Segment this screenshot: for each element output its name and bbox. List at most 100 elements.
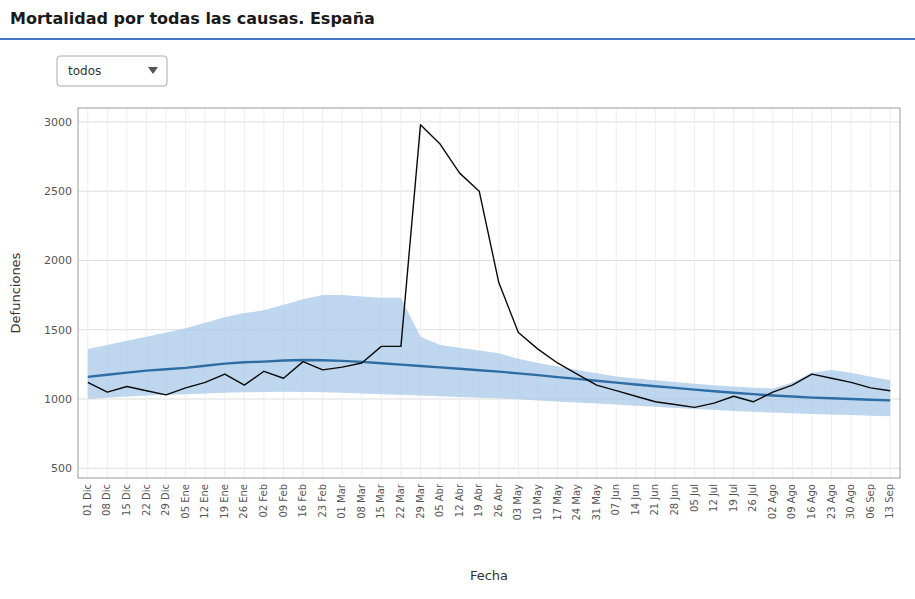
- line: [88, 125, 890, 408]
- x-grid-line: [87, 108, 88, 478]
- x-grid-line: [557, 108, 558, 478]
- x-tick-label: 29 Mar: [415, 483, 426, 519]
- x-grid-line: [107, 108, 108, 478]
- x-tick-label: 15 Mar: [375, 483, 386, 519]
- x-tick-label: 19 Jul: [728, 484, 739, 512]
- confidence-band: [88, 295, 890, 416]
- y-axis-label: Defunciones: [8, 252, 23, 333]
- x-tick-label: 12 Ene: [199, 484, 210, 519]
- x-tick-label: 23 Feb: [317, 484, 328, 518]
- y-tick-label: 500: [51, 462, 72, 475]
- x-tick-label: 21 Jun: [649, 484, 660, 516]
- x-grid-line: [753, 108, 754, 478]
- y-tick-label: 2000: [44, 254, 72, 267]
- title: Mortalidad por todas las causas. España: [10, 9, 375, 28]
- x-grid-line: [851, 108, 852, 478]
- line: [88, 360, 890, 400]
- chart: Mortalidad por todas las causas. España t…: [0, 0, 915, 599]
- x-axis: 01 Dic 08 Dic 15 Dic 22 Dic 29 Dic 05 Ene 12 E…: [82, 483, 895, 520]
- x-grid-line: [870, 108, 871, 478]
- x-tick-label: 09 Ago: [786, 484, 797, 519]
- x-grid-line: [577, 108, 578, 478]
- x-tick-label: 01 Dic: [82, 484, 93, 516]
- x-tick-label: 26 Ene: [238, 484, 249, 519]
- x-grid-line: [635, 108, 636, 478]
- x-tick-label: 23 Ago: [826, 484, 837, 519]
- y-grid-line: [78, 468, 900, 469]
- x-tick-label: 05 Ene: [180, 484, 191, 519]
- x-tick-label: 08 Dic: [101, 484, 112, 516]
- x-grid-line: [537, 108, 538, 478]
- x-grid-line: [185, 108, 186, 478]
- x-tick-label: 15 Dic: [121, 484, 132, 516]
- x-grid-line: [831, 108, 832, 478]
- x-tick-label: 30 Ago: [845, 484, 856, 519]
- title-separator: [0, 38, 915, 40]
- x-tick-label: 22 Mar: [395, 483, 406, 519]
- y-tick-label: 1000: [44, 393, 72, 406]
- x-grid-line: [674, 108, 675, 478]
- x-grid-line: [792, 108, 793, 478]
- x-axis-label: Fecha: [470, 568, 508, 583]
- x-tick-label: 06 Sep: [865, 484, 876, 519]
- x-grid-line: [440, 108, 441, 478]
- x-grid-line: [890, 108, 891, 478]
- plot-frame: [78, 108, 900, 478]
- dropdown-box: [57, 56, 167, 86]
- x-grid-line: [655, 108, 656, 478]
- x-tick-label: 16 Feb: [297, 484, 308, 518]
- x-tick-label: 05 Jul: [689, 484, 700, 512]
- x-grid-line: [361, 108, 362, 478]
- x-grid-line: [400, 108, 401, 478]
- x-grid-line: [714, 108, 715, 478]
- x-tick-label: 03 May: [512, 484, 523, 521]
- x-grid-line: [381, 108, 382, 478]
- x-grid-line: [694, 108, 695, 478]
- x-tick-label: 24 May: [571, 484, 582, 521]
- x-tick-label: 19 Abr: [473, 483, 484, 517]
- x-tick-label: 10 May: [532, 484, 543, 521]
- y-tick-label: 2500: [44, 185, 72, 198]
- x-tick-label: 12 Abr: [454, 483, 465, 517]
- grid: [78, 108, 900, 478]
- x-grid-line: [518, 108, 519, 478]
- x-tick-label: 09 Feb: [278, 484, 289, 518]
- x-grid-line: [244, 108, 245, 478]
- x-grid-line: [498, 108, 499, 478]
- x-grid-line: [224, 108, 225, 478]
- x-grid-line: [146, 108, 147, 478]
- x-tick-label: 07 Jun: [610, 484, 621, 516]
- x-grid-line: [283, 108, 284, 478]
- x-tick-label: 13 Sep: [884, 484, 895, 519]
- x-tick-label: 28 Jun: [669, 484, 680, 516]
- x-tick-label: 02 Feb: [258, 484, 269, 518]
- x-tick-label: 29 Dic: [160, 484, 171, 516]
- x-grid-line: [342, 108, 343, 478]
- x-tick-label: 01 Mar: [336, 483, 347, 519]
- x-grid-line: [616, 108, 617, 478]
- x-tick-label: 14 Jun: [630, 484, 641, 516]
- x-tick-label: 31 May: [591, 484, 602, 521]
- x-grid-line: [479, 108, 480, 478]
- x-tick-label: 02 Ago: [767, 484, 778, 519]
- x-grid-line: [772, 108, 773, 478]
- plot-data: [88, 125, 890, 417]
- y-grid-line: [78, 121, 900, 122]
- x-tick-label: 05 Abr: [434, 483, 445, 517]
- y-tick-label: 1500: [44, 324, 72, 337]
- x-grid-line: [733, 108, 734, 478]
- x-tick-label: 16 Ago: [806, 484, 817, 519]
- x-grid-line: [126, 108, 127, 478]
- x-tick-label: 26 Abr: [493, 483, 504, 517]
- x-tick-label: 26 Jul: [747, 484, 758, 512]
- x-tick-label: 17 May: [552, 484, 563, 521]
- annotation: todos: [68, 64, 101, 78]
- x-tick-label: 22 Dic: [141, 484, 152, 516]
- x-grid-line: [166, 108, 167, 478]
- x-grid-line: [459, 108, 460, 478]
- x-tick-label: 19 Ene: [219, 484, 230, 519]
- y-axis: 500 1000 1500 2000 2500 3000: [44, 116, 72, 475]
- y-tick-label: 3000: [44, 116, 72, 129]
- dropdown-arrow: [148, 67, 158, 74]
- x-grid-line: [205, 108, 206, 478]
